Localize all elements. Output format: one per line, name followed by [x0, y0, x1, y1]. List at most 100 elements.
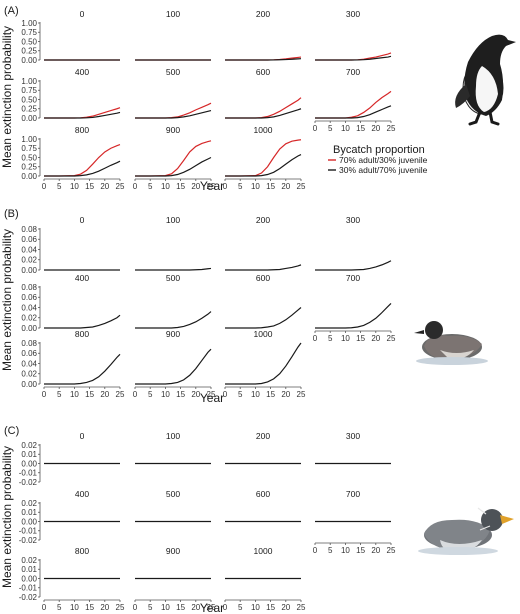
subplot-700: 700 0 5 10 15 20 25 — [313, 67, 396, 133]
y-tick-label: 0.04 — [21, 245, 37, 254]
x-tick-label: 25 — [297, 603, 306, 612]
x-tick-label: 15 — [266, 182, 275, 191]
x-tick-label: 15 — [266, 390, 275, 399]
x-tick-label: 0 — [223, 603, 228, 612]
y-tick-label: 0.75 — [21, 144, 37, 153]
subplot-400: 400 -0.02-0.010.000.010.02 — [19, 489, 120, 545]
x-tick-label: 25 — [387, 334, 396, 343]
x-tick-label: 25 — [387, 546, 396, 555]
facet-title: 500 — [166, 489, 180, 499]
y-tick-label: 0.00 — [21, 56, 37, 65]
x-tick-label: 25 — [116, 603, 125, 612]
series-line-1 — [135, 348, 212, 385]
subplot-100: 100 — [135, 9, 211, 61]
panel-label: (C) — [4, 425, 19, 437]
x-axis-title: Year — [200, 179, 224, 193]
x-tick-label: 15 — [85, 182, 94, 191]
x-axis-title: Year — [200, 391, 224, 405]
y-tick-label: -0.01 — [19, 469, 38, 478]
x-tick-label: 20 — [371, 124, 380, 133]
facet-title: 600 — [256, 67, 270, 77]
panel-label: (B) — [4, 208, 19, 220]
x-tick-label: 5 — [328, 334, 333, 343]
x-tick-label: 5 — [238, 390, 243, 399]
facet-title: 200 — [256, 9, 270, 19]
x-tick-label: 20 — [191, 182, 200, 191]
series-line-1 — [315, 52, 392, 61]
y-tick-label: -0.01 — [19, 584, 38, 593]
x-tick-label: 20 — [100, 603, 109, 612]
y-tick-label: 0.00 — [21, 114, 37, 123]
subplot-800: 800 0.000.250.500.751.00 0 5 10 15 20 25 — [21, 125, 125, 191]
y-tick-label: 0.08 — [21, 225, 37, 234]
subplot-300: 300 — [315, 215, 392, 271]
series-line-1 — [135, 102, 212, 119]
x-tick-label: 5 — [328, 124, 333, 133]
y-tick-label: 0.01 — [21, 450, 37, 459]
y-axis-title: Mean extinction probability — [0, 26, 14, 168]
y-tick-label: -0.02 — [19, 478, 38, 487]
subplot-0: 0 -0.02-0.010.000.010.02 — [19, 431, 120, 487]
series-line-1 — [135, 267, 212, 271]
x-tick-label: 0 — [223, 390, 228, 399]
subplot-300: 300 — [315, 9, 392, 61]
x-tick-label: 5 — [57, 182, 62, 191]
subplot-0: 0 0.000.250.500.751.00 — [21, 9, 120, 65]
x-tick-label: 10 — [70, 603, 79, 612]
y-tick-label: 0.25 — [21, 163, 37, 172]
y-tick-label: 0.75 — [21, 86, 37, 95]
x-tick-label: 10 — [251, 390, 260, 399]
facet-title: 700 — [346, 67, 360, 77]
y-tick-label: 0.00 — [21, 324, 37, 333]
subplot-400: 400 0.000.02 0.040.060.08 — [21, 273, 121, 333]
facet-title: 400 — [75, 67, 89, 77]
facet-title: 200 — [256, 215, 270, 225]
subplot-100: 100 — [135, 431, 211, 465]
x-tick-label: 10 — [341, 334, 350, 343]
facet-title: 900 — [166, 329, 180, 339]
facet-title: 0 — [80, 9, 85, 19]
facet-title: 100 — [166, 431, 180, 441]
x-tick-label: 20 — [191, 390, 200, 399]
series-line-1 — [135, 311, 212, 329]
x-tick-label: 5 — [328, 546, 333, 555]
facet-title: 100 — [166, 215, 180, 225]
y-tick-label: 0.02 — [21, 556, 37, 565]
y-tick-label: 0.08 — [21, 339, 37, 348]
x-tick-label: 20 — [281, 603, 290, 612]
x-tick-label: 0 — [133, 390, 138, 399]
y-tick-label: 0.00 — [21, 266, 37, 275]
x-tick-label: 15 — [176, 603, 185, 612]
subplot-1000: 1000 0 5 10 15 20 25 — [223, 125, 306, 191]
y-tick-label: 0.02 — [21, 499, 37, 508]
series-line-1 — [315, 302, 392, 329]
y-tick-label: 0.01 — [21, 508, 37, 517]
series-line-1 — [225, 307, 302, 329]
common-murre-photo — [455, 34, 516, 126]
subplot-700: 700 0 5 10 15 20 25 — [313, 273, 396, 343]
y-tick-label: 0.50 — [21, 37, 37, 46]
series-line-1 — [135, 140, 212, 177]
x-tick-label: 0 — [42, 603, 47, 612]
facet-title: 100 — [166, 9, 180, 19]
y-tick-label: -0.02 — [19, 593, 38, 602]
facet-title: 1000 — [254, 329, 273, 339]
subplot-900: 900 0 5 10 15 20 25 — [133, 329, 216, 399]
x-tick-label: 20 — [100, 182, 109, 191]
series-line-2 — [135, 156, 212, 177]
x-tick-label: 25 — [116, 182, 125, 191]
facet-title: 600 — [256, 489, 270, 499]
y-tick-label: 0.02 — [21, 256, 37, 265]
x-tick-label: 10 — [70, 390, 79, 399]
x-tick-label: 5 — [57, 390, 62, 399]
series-line-2 — [44, 111, 121, 119]
x-tick-label: 5 — [148, 390, 153, 399]
x-tick-label: 10 — [341, 124, 350, 133]
series-line-2 — [225, 108, 302, 119]
series-line-1 — [44, 107, 121, 119]
subplot-1000: 1000 0 5 10 15 20 25 — [223, 546, 306, 612]
x-axis-title: Year — [200, 601, 224, 614]
